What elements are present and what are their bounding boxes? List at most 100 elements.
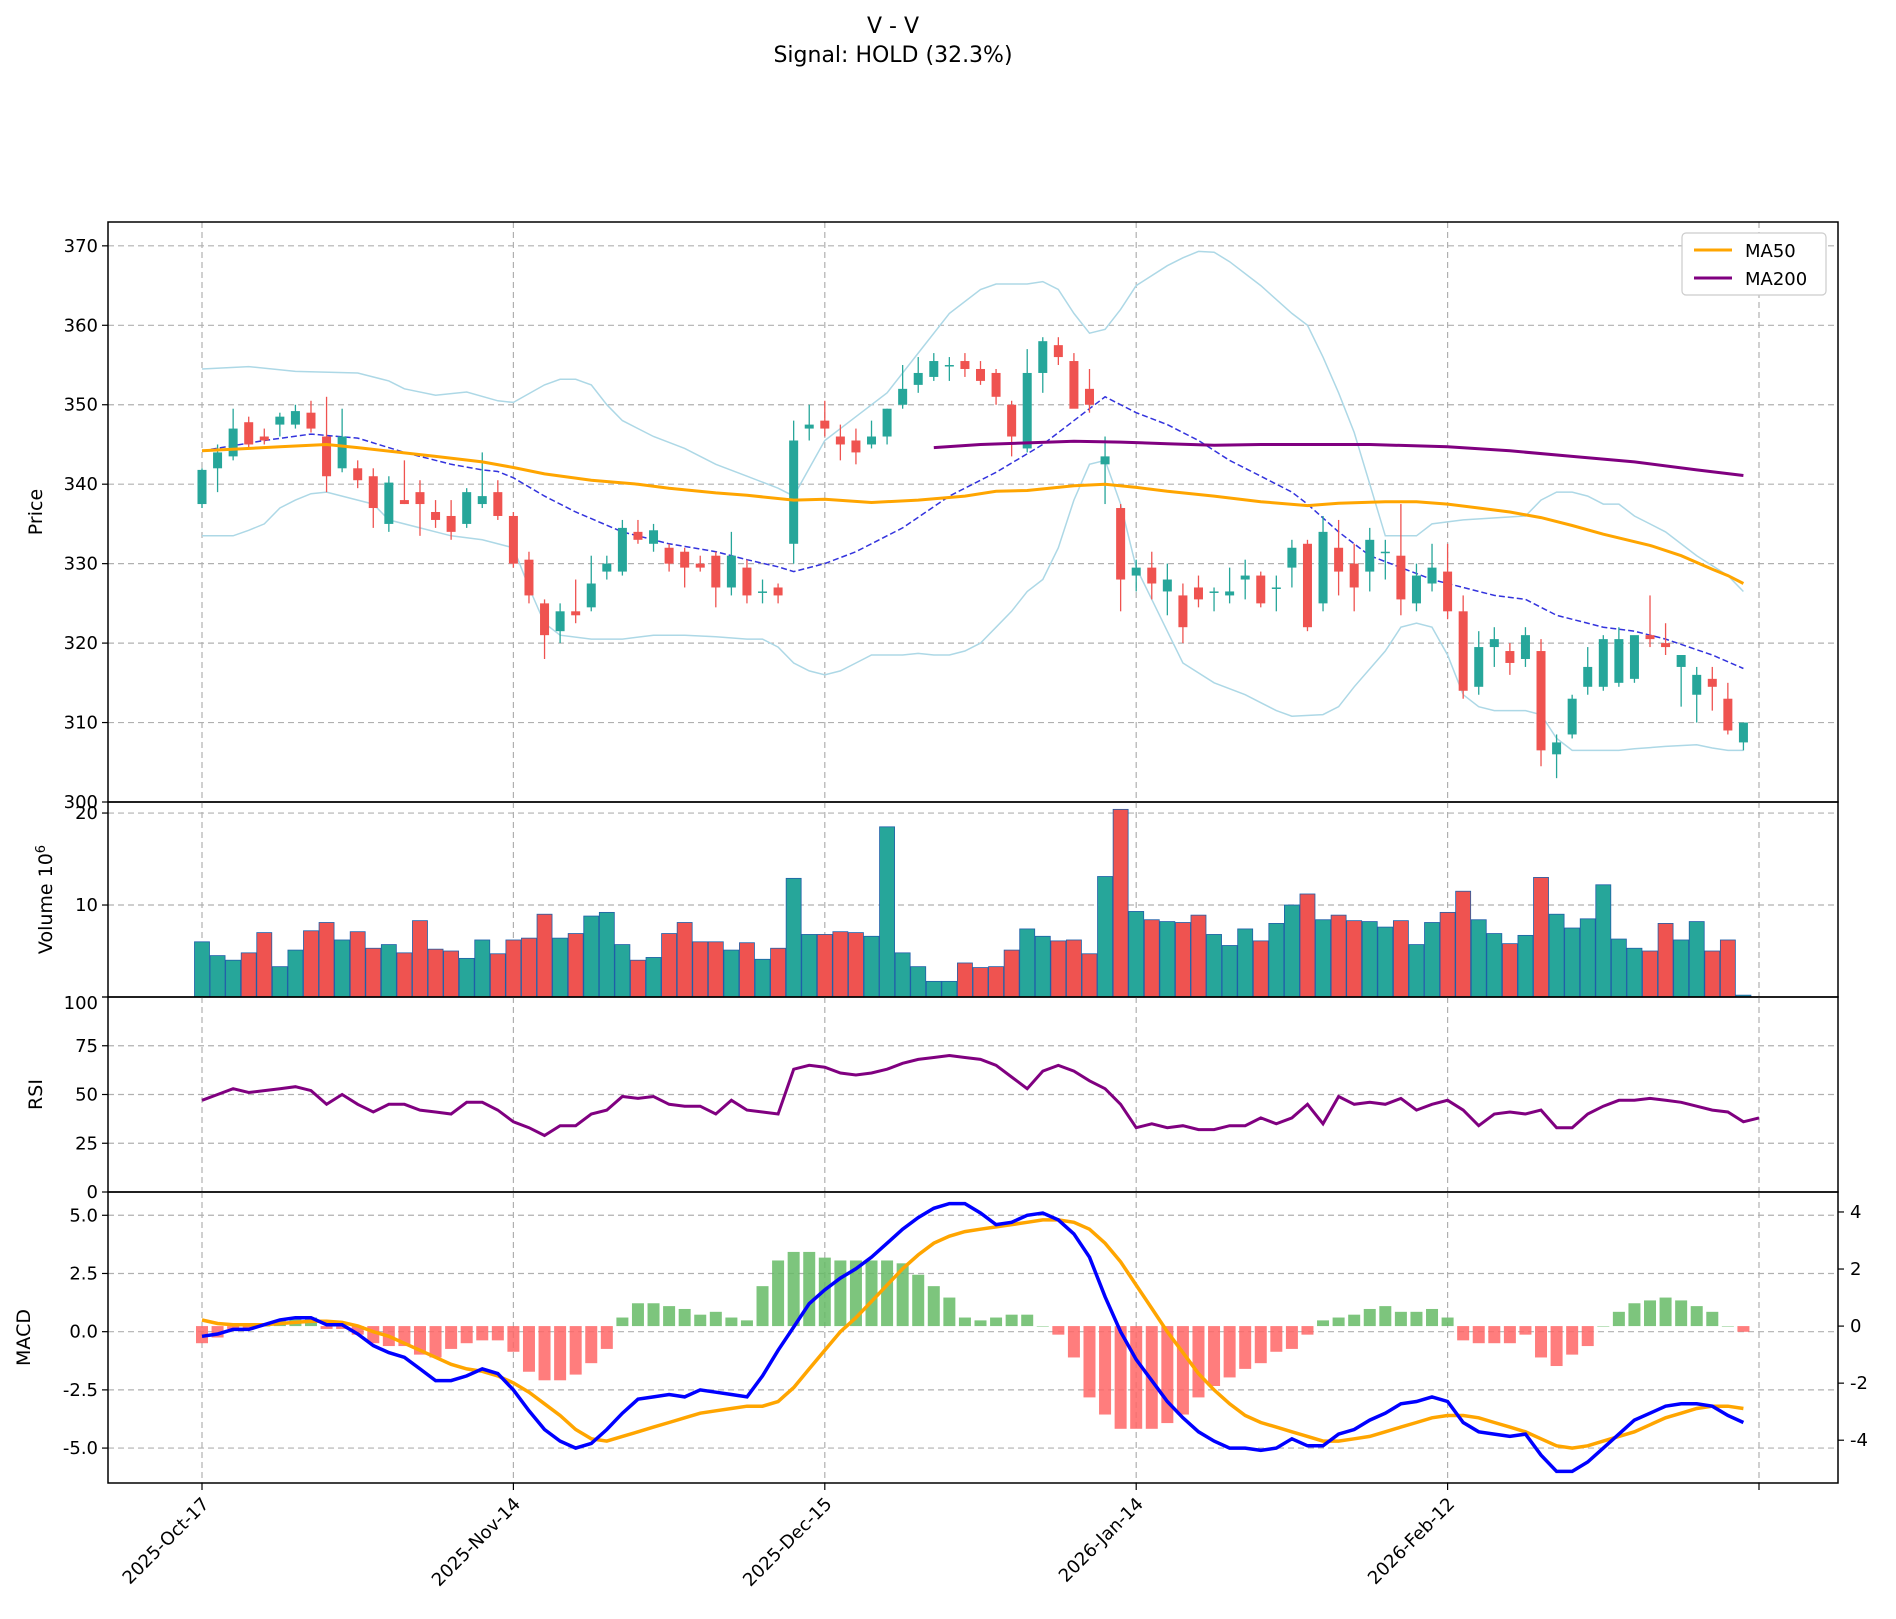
volume-bar bbox=[1470, 919, 1487, 998]
candle-body bbox=[555, 611, 565, 632]
volume-bar bbox=[816, 934, 833, 998]
volume-bar bbox=[567, 933, 584, 998]
candle-body bbox=[571, 611, 581, 616]
macd-histogram-bar bbox=[1239, 1326, 1252, 1369]
volume-bar bbox=[334, 939, 351, 998]
volume-bar bbox=[1408, 944, 1425, 998]
macd-histogram-bar bbox=[1145, 1326, 1158, 1429]
volume-bar bbox=[1377, 926, 1394, 998]
candle-body bbox=[773, 587, 783, 596]
macd-histogram-bar bbox=[1426, 1308, 1439, 1327]
candle-body bbox=[259, 436, 269, 441]
candle-body bbox=[1552, 742, 1562, 755]
macd-histogram-bar bbox=[974, 1320, 987, 1327]
volume-bar bbox=[1346, 920, 1363, 998]
macd-histogram-bar bbox=[881, 1260, 894, 1327]
macd-histogram-bar bbox=[1706, 1311, 1719, 1327]
volume-bar bbox=[832, 931, 849, 998]
candle-body bbox=[1178, 595, 1188, 628]
candle-body bbox=[1738, 722, 1748, 743]
volume-bar bbox=[194, 941, 210, 998]
volume-bar bbox=[941, 980, 958, 998]
signal-line bbox=[201, 1218, 1744, 1450]
macd-histogram-bar bbox=[1036, 1326, 1049, 1327]
volume-bar bbox=[271, 966, 288, 998]
volume-tick-label: 20 bbox=[75, 803, 98, 824]
x-tick-label: 2026-Jan-14 bbox=[1055, 1494, 1148, 1587]
volume-bar bbox=[925, 980, 942, 998]
volume-bar bbox=[505, 939, 522, 998]
macd-panel: -5.0 -2.5 0.0 2.5 5.0 -4 -2 0 2 4 MACD bbox=[13, 1191, 1868, 1484]
candle-body bbox=[789, 440, 799, 544]
volume-bar bbox=[209, 955, 226, 998]
histogram-tick-label: 4 bbox=[1850, 1202, 1861, 1223]
volume-bar bbox=[536, 913, 553, 998]
volume-bar bbox=[785, 877, 802, 998]
candle-body bbox=[695, 563, 705, 568]
macd-histogram-bar bbox=[1021, 1314, 1034, 1327]
macd-histogram-bar bbox=[1457, 1326, 1470, 1341]
volume-bar bbox=[443, 950, 460, 998]
macd-histogram-bar bbox=[1441, 1317, 1454, 1327]
candle-body bbox=[244, 422, 254, 445]
volume-bar bbox=[1019, 928, 1036, 998]
volume-bar bbox=[303, 930, 319, 998]
volume-bar bbox=[988, 966, 1004, 998]
candle-body bbox=[1116, 508, 1126, 580]
volume-bar bbox=[863, 935, 880, 998]
histogram-tick-label: -2 bbox=[1850, 1373, 1868, 1394]
rsi-tick-label: 25 bbox=[75, 1133, 98, 1154]
volume-bar bbox=[1610, 938, 1627, 998]
macd-histogram-bar bbox=[1581, 1326, 1594, 1347]
candle-body bbox=[1723, 698, 1733, 731]
candle-body bbox=[1084, 388, 1094, 405]
volume-bar bbox=[1501, 943, 1518, 998]
volume-bar bbox=[225, 959, 242, 998]
macd-histogram-bar bbox=[242, 1326, 255, 1329]
macd-histogram-bar bbox=[616, 1317, 629, 1327]
rsi-tick-label: 50 bbox=[75, 1085, 98, 1106]
volume-bar bbox=[676, 922, 693, 998]
candle-body bbox=[1676, 655, 1686, 667]
macd-histogram-bar bbox=[1301, 1326, 1314, 1335]
macd-histogram-bar bbox=[1535, 1326, 1548, 1358]
volume-bar bbox=[1066, 939, 1082, 998]
volume-bar bbox=[1548, 913, 1565, 998]
volume-bar bbox=[287, 949, 304, 998]
candle-body bbox=[758, 591, 768, 593]
candle-body bbox=[742, 567, 752, 596]
macd-histogram-bar bbox=[865, 1260, 878, 1327]
macd-tick-label: -5.0 bbox=[63, 1438, 98, 1459]
macd-histogram-bar bbox=[709, 1311, 722, 1327]
volume-bar bbox=[1237, 928, 1254, 998]
macd-histogram-bar bbox=[227, 1326, 240, 1329]
candle-body bbox=[462, 492, 472, 524]
histogram-tick-label: -4 bbox=[1850, 1430, 1868, 1451]
macd-histogram-bar bbox=[1363, 1308, 1376, 1327]
rsi-line bbox=[201, 1053, 1760, 1138]
volume-bar bbox=[1221, 945, 1238, 998]
candle-body bbox=[1256, 575, 1266, 604]
volume-bar bbox=[1299, 893, 1316, 998]
volume-bar bbox=[412, 920, 428, 998]
macd-histogram-bar bbox=[1176, 1326, 1189, 1415]
candle-body bbox=[1583, 666, 1593, 687]
volume-bar bbox=[1128, 911, 1145, 998]
candle-body bbox=[960, 361, 970, 369]
volume-bar bbox=[1564, 927, 1581, 998]
candle-body bbox=[1474, 647, 1484, 687]
candle-body bbox=[477, 496, 487, 505]
volume-bar bbox=[1003, 949, 1020, 998]
bollinger-middle-band bbox=[201, 395, 1744, 670]
macd-histogram-bar bbox=[1005, 1314, 1018, 1327]
candle-body bbox=[711, 555, 721, 588]
price-tick-label: 350 bbox=[64, 395, 98, 416]
price-panel: 300 310 320 330 340 350 360 370 Price bbox=[25, 221, 1839, 813]
macd-histogram-bar bbox=[554, 1326, 567, 1381]
volume-bar bbox=[489, 953, 506, 998]
x-tick-label: 2025-Nov-14 bbox=[428, 1494, 525, 1591]
candle-body bbox=[1427, 567, 1437, 584]
macd-histogram-bar bbox=[1099, 1326, 1112, 1415]
macd-histogram-bar bbox=[1519, 1326, 1532, 1335]
price-tick-label: 320 bbox=[64, 633, 98, 654]
